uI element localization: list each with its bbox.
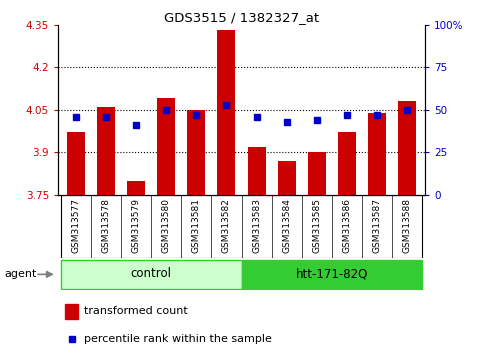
Bar (97, 107, 115, 195)
Bar (67, 132, 85, 195)
Text: GSM313582: GSM313582 (222, 198, 231, 253)
Bar (127, 181, 145, 195)
Bar (368, 113, 386, 195)
Bar (398, 101, 416, 195)
Text: htt-171-82Q: htt-171-82Q (296, 267, 368, 280)
FancyBboxPatch shape (242, 260, 422, 289)
Bar (157, 98, 175, 195)
Text: GSM313578: GSM313578 (101, 198, 111, 253)
Text: GSM313587: GSM313587 (372, 198, 382, 253)
Bar (217, 30, 236, 195)
Text: GSM313588: GSM313588 (402, 198, 412, 253)
Bar (338, 132, 356, 195)
Bar (247, 147, 266, 195)
Text: control: control (131, 267, 172, 280)
Text: percentile rank within the sample: percentile rank within the sample (84, 334, 271, 344)
Text: transformed count: transformed count (84, 306, 187, 316)
Bar (308, 152, 326, 195)
Bar (278, 161, 296, 195)
Text: GSM313581: GSM313581 (192, 198, 201, 253)
Text: GSM313585: GSM313585 (312, 198, 321, 253)
Title: GDS3515 / 1382327_at: GDS3515 / 1382327_at (164, 11, 319, 24)
FancyBboxPatch shape (61, 260, 242, 289)
Text: GSM313584: GSM313584 (282, 198, 291, 253)
Text: GSM313586: GSM313586 (342, 198, 351, 253)
Text: GSM313583: GSM313583 (252, 198, 261, 253)
Bar (187, 110, 205, 195)
Bar (65, 304, 78, 319)
Text: GSM313577: GSM313577 (71, 198, 81, 253)
Text: agent: agent (5, 269, 37, 279)
Text: GSM313580: GSM313580 (162, 198, 171, 253)
Text: GSM313579: GSM313579 (132, 198, 141, 253)
